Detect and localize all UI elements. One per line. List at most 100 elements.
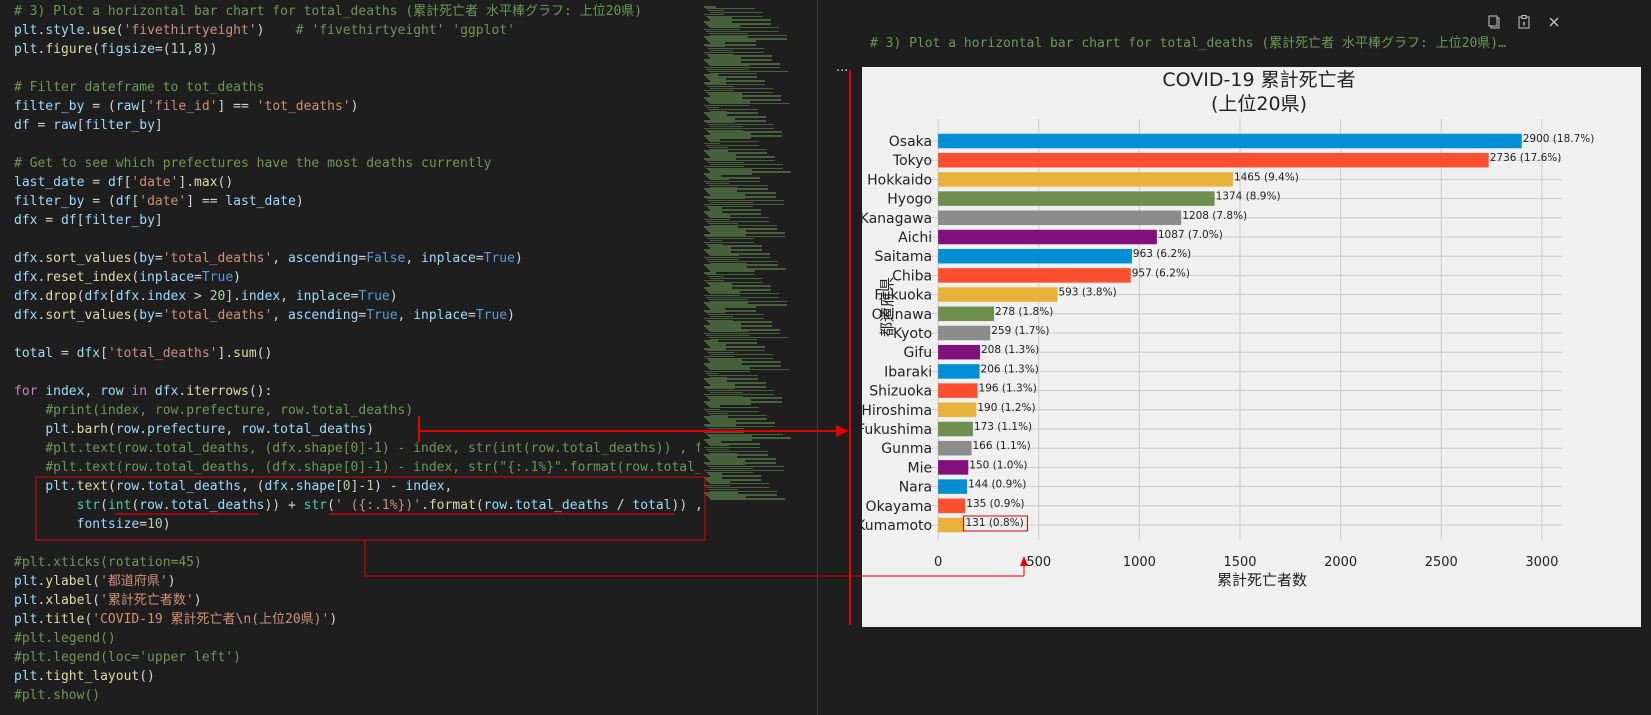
minimap-line: [704, 408, 720, 411]
minimap-line: [706, 167, 783, 170]
code-line[interactable]: plt.ylabel('都道府県'): [14, 574, 176, 589]
code-line[interactable]: plt.title('COVID-19 累計死亡者\n(上位20県)'): [14, 612, 338, 627]
code-line[interactable]: dfx = df[filter_by]: [14, 213, 163, 228]
minimap-line: [708, 496, 746, 498]
y-tick-label: Nara: [899, 480, 932, 496]
code-line[interactable]: # Get to see which prefectures have the …: [14, 156, 492, 171]
code-line[interactable]: plt.style.use('fivethirtyeight') # 'five…: [14, 23, 515, 38]
code-line[interactable]: dfx.reset_index(inplace=True): [14, 270, 241, 285]
code-line[interactable]: # 3) Plot a horizontal bar chart for tot…: [14, 4, 643, 19]
bar-value-label: 2736 (17.6%): [1490, 152, 1562, 164]
minimap-line: [708, 40, 756, 42]
minimap-line: [706, 334, 749, 337]
minimap-line: [704, 340, 718, 342]
y-tick-label: Ibaraki: [884, 364, 932, 380]
y-tick-label: Okayama: [866, 499, 933, 515]
code-editor[interactable]: # 3) Plot a horizontal bar chart for tot…: [0, 0, 718, 715]
code-line[interactable]: dfx.drop(dfx[dfx.index > 20].index, inpl…: [14, 289, 398, 304]
code-line[interactable]: filter_by = (raw['file_id'] == 'tot_deat…: [14, 99, 359, 114]
minimap-line: [704, 393, 774, 396]
code-line[interactable]: #plt.text(row.total_deaths, (dfx.shape[0…: [45, 460, 719, 475]
copy-icon[interactable]: [1482, 10, 1506, 34]
minimap-line: [710, 414, 767, 417]
minimap-line: [710, 315, 733, 318]
minimap-line: [706, 76, 757, 78]
minimap-line: [704, 431, 744, 434]
minimap-line: [706, 441, 721, 443]
minimap-line: [708, 465, 784, 468]
code-line[interactable]: for index, row in dfx.iterrows():: [14, 384, 273, 399]
code-line[interactable]: #plt.xticks(rotation=45): [14, 555, 202, 570]
minimap-line: [710, 194, 745, 196]
minimap-line: [710, 201, 753, 204]
x-tick-label: 1000: [1123, 555, 1156, 570]
minimap-line: [708, 9, 724, 12]
minimap-line: [706, 395, 743, 398]
minimap-line: [708, 169, 752, 171]
minimap-line: [708, 184, 768, 187]
minimap-line: [706, 289, 771, 291]
code-line[interactable]: total = dfx['total_deaths'].sum(): [14, 346, 273, 361]
minimap-line: [706, 251, 731, 253]
code-line[interactable]: dfx.sort_values(by='total_deaths', ascen…: [14, 308, 515, 323]
bar: [938, 172, 1233, 187]
close-icon[interactable]: [1542, 10, 1566, 34]
code-line[interactable]: filter_by = (df['date'] == last_date): [14, 194, 304, 209]
code-line[interactable]: #plt.legend(): [14, 631, 116, 646]
pane-divider[interactable]: [817, 0, 818, 715]
y-tick-label: Chiba: [892, 268, 932, 284]
minimap-line: [708, 329, 780, 331]
code-line[interactable]: plt.figure(figsize=(11,8)): [14, 42, 218, 57]
minimap-line: [704, 158, 736, 160]
minimap-line: [710, 171, 791, 173]
minimap-line: [708, 101, 750, 103]
minimap-line: [706, 266, 747, 268]
minimap-line: [708, 55, 772, 57]
code-line[interactable]: plt.barh(row.prefecture, row.total_death…: [45, 422, 375, 437]
output-ellipsis-button[interactable]: ...: [836, 60, 849, 75]
code-line[interactable]: dfx.sort_values(by='total_deaths', ascen…: [14, 251, 523, 266]
minimap-line: [708, 313, 764, 316]
minimap-line: [706, 175, 721, 177]
code-line[interactable]: #plt.legend(loc='upper left'): [14, 650, 241, 665]
bar-value-label: 166 (1.1%): [973, 440, 1031, 452]
minimap-line: [704, 89, 734, 92]
y-axis-label: 都道府県: [878, 277, 896, 337]
minimap-line: [704, 97, 742, 99]
minimap-line: [708, 47, 764, 50]
y-tick-label: Kanagawa: [862, 211, 932, 227]
minimap-line: [710, 163, 783, 166]
minimap-line: [710, 460, 745, 462]
minimap-line: [710, 292, 779, 295]
minimap-line: [704, 249, 762, 251]
code-line[interactable]: #print(index, row.prefecture, row.total_…: [45, 403, 414, 418]
minimap-line: [704, 310, 756, 312]
minimap-line: [706, 228, 777, 230]
minimap-line: [704, 66, 780, 69]
minimap[interactable]: [700, 0, 815, 715]
code-line[interactable]: df = raw[filter_by]: [14, 118, 163, 133]
code-line[interactable]: plt.tight_layout(): [14, 669, 155, 684]
code-line[interactable]: last_date = df['date'].max(): [14, 175, 234, 190]
code-line[interactable]: #plt.text(row.total_deaths, (dfx.shape[0…: [45, 441, 719, 456]
minimap-line: [710, 384, 735, 386]
bar: [938, 210, 1182, 226]
code-line[interactable]: plt.xlabel('累計死亡者数'): [14, 593, 202, 608]
code-line[interactable]: # Filter dateframe to tot_deaths: [14, 80, 265, 95]
minimap-line: [706, 159, 775, 162]
minimap-line: [704, 59, 772, 61]
code-line[interactable]: #plt.show(): [14, 688, 101, 703]
minimap-line: [706, 38, 787, 40]
minimap-line: [704, 386, 766, 388]
clipboard-icon[interactable]: [1512, 10, 1536, 34]
code-line[interactable]: str(int(row.total_deaths)) + str(' ({:.1…: [76, 498, 703, 513]
output-cell-heading: # 3) Plot a horizontal bar chart for tot…: [870, 36, 1506, 51]
minimap-line: [706, 418, 767, 420]
minimap-line: [710, 95, 781, 97]
minimap-line: [706, 319, 733, 322]
minimap-line: [710, 186, 737, 189]
bar: [938, 421, 973, 437]
code-line[interactable]: fontsize=10): [76, 517, 171, 532]
code-line[interactable]: plt.text(row.total_deaths, (dfx.shape[0]…: [45, 479, 453, 494]
minimap-line: [710, 353, 773, 356]
